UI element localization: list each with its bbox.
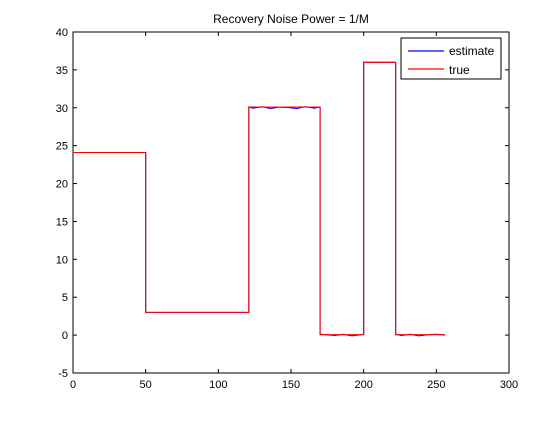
legend-box [400,37,502,80]
y-tick-label: -5 [58,368,68,380]
series-line-true [73,61,446,336]
y-tick-label: 20 [56,179,68,191]
legend: estimate true [400,37,502,80]
legend-true-label: true [449,63,470,77]
plot-area [72,31,510,374]
x-tick-label: 300 [500,379,518,391]
y-tick-label: 40 [56,27,68,39]
series-layer [73,61,446,337]
y-tick-label: 5 [62,292,68,304]
x-tick-label: 0 [70,379,76,391]
x-tick-label: 250 [427,379,445,391]
y-tick-label: 25 [56,141,68,153]
x-tick-label: 200 [354,379,372,391]
x-tick-label: 150 [282,379,300,391]
x-tick-label: 50 [140,379,152,391]
y-tick-label: 30 [56,103,68,115]
y-tick-label: 0 [62,330,68,342]
y-tick-label: 15 [56,216,68,228]
chart-title: Recovery Noise Power = 1/M [213,12,369,26]
legend-estimate-label: estimate [449,44,495,58]
x-tick-label: 100 [209,379,227,391]
y-tick-label: 10 [56,254,68,266]
y-tick-label: 35 [56,65,68,77]
